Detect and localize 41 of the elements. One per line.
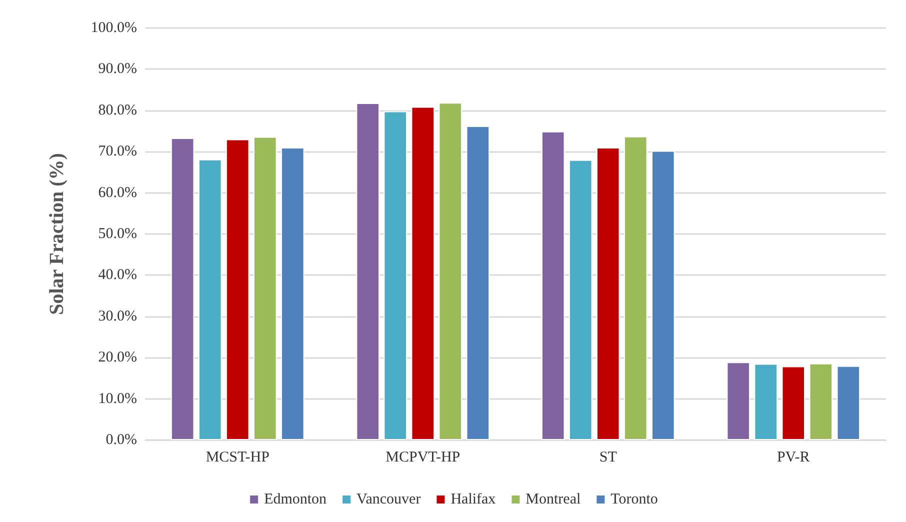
bar [356,102,380,440]
bar [624,136,648,440]
x-tick-label: MCPVT-HP [386,450,460,466]
bar [782,366,806,440]
y-tick-label: 60.0% [98,184,137,201]
y-axis-title: Solar Fraction (%) [46,153,68,315]
bar [726,362,750,440]
bar [198,159,222,440]
bar [596,147,620,440]
y-tick-label: 30.0% [98,308,137,324]
y-tick-label: 0.0% [106,432,137,448]
bar [438,102,462,440]
bar [466,126,490,440]
bar [754,364,778,440]
bar [170,138,194,440]
y-tick-label: 50.0% [98,226,137,242]
legend-label: Halifax [450,492,496,508]
legend-label: Vancouver [356,492,421,508]
legend-label: Montreal [526,492,581,508]
y-tick-label: 40.0% [98,267,137,284]
y-tick-label: 20.0% [98,350,137,366]
bar [280,147,304,440]
bar [253,136,277,440]
bar [809,363,833,440]
x-tick-label: ST [599,450,617,466]
bar [541,131,565,440]
bar [411,106,435,440]
y-tick-label: 70.0% [98,144,137,160]
y-tick-label: 100.0% [90,20,137,36]
bar [568,160,592,440]
legend-label: Edmonton [264,492,328,508]
bar [651,150,675,440]
legend-label: Toronto [610,492,658,508]
x-tick-label: MCST-HP [206,450,270,466]
bar [384,111,408,440]
x-tick-label: PV-R [776,450,810,466]
y-tick-label: 90.0% [98,61,137,78]
bar [836,366,860,440]
y-tick-label: 80.0% [98,102,137,118]
y-tick-label: 10.0% [98,390,137,407]
bar [226,139,250,440]
